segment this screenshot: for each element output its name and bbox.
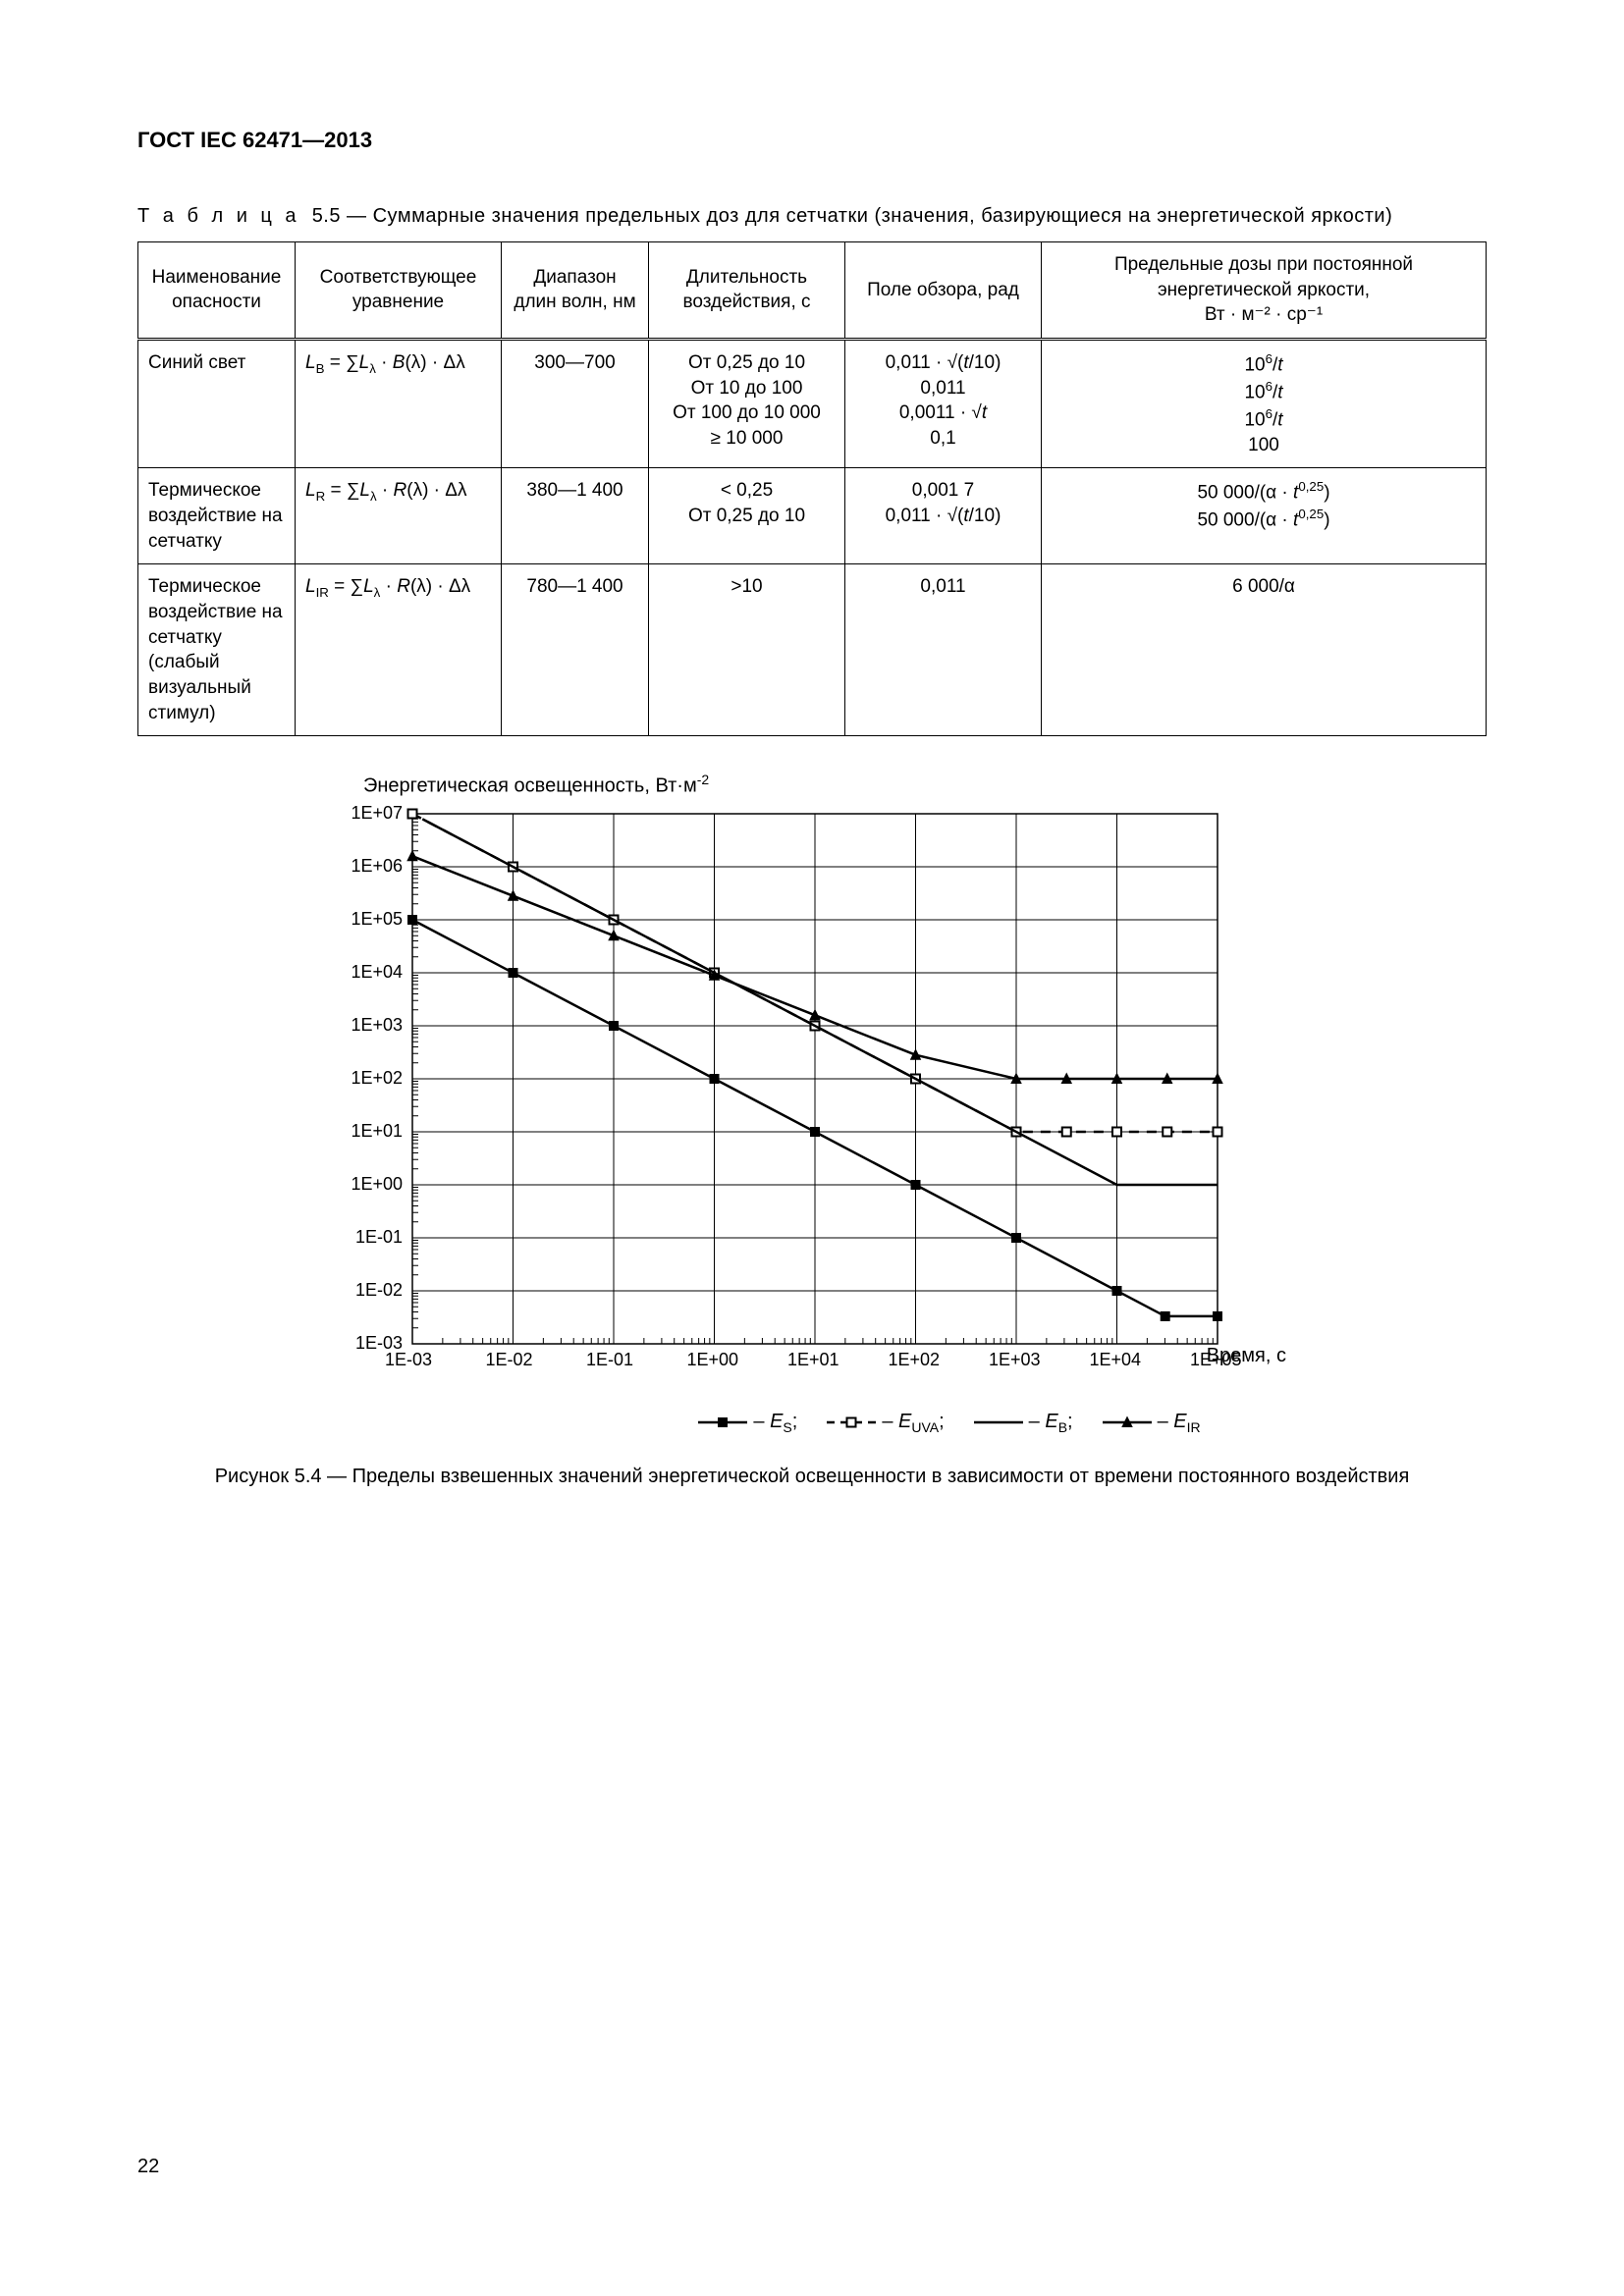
cell-formula: LR = ∑Lλ · R(λ) · Δλ bbox=[296, 468, 502, 564]
y-tick-label: 1E+04 bbox=[351, 962, 403, 983]
x-tick-label: 1E-02 bbox=[486, 1350, 533, 1370]
table-title-prefix: Т а б л и ц а bbox=[137, 205, 300, 227]
legend-label: – EB; bbox=[1029, 1411, 1073, 1435]
table-title-num: 5.5 bbox=[312, 205, 341, 227]
legend-swatch-icon bbox=[1103, 1413, 1152, 1432]
table-header-cell: Наименование опасности bbox=[138, 242, 296, 340]
cell-limit: 106/t106/t106/t100 bbox=[1042, 339, 1487, 468]
table-header-cell: Соответствующее уравнение bbox=[296, 242, 502, 340]
x-tick-label: 1E+03 bbox=[989, 1350, 1041, 1370]
table-header-cell: Диапазон длин волн, нм bbox=[502, 242, 649, 340]
x-tick-label: 1E+02 bbox=[889, 1350, 941, 1370]
chart-ylabel: Энергетическая освещенность, Вт·м-2 bbox=[363, 772, 1487, 798]
doc-header: ГОСТ IEC 62471—2013 bbox=[137, 128, 1487, 153]
y-tick-label: 1E+00 bbox=[351, 1174, 403, 1195]
legend-label: – ES; bbox=[753, 1411, 797, 1435]
y-tick-label: 1E-01 bbox=[355, 1227, 403, 1248]
y-tick-label: 1E-02 bbox=[355, 1280, 403, 1301]
y-tick-label: 1E+05 bbox=[351, 909, 403, 930]
legend-label: – EUVA; bbox=[882, 1411, 944, 1435]
y-tick-label: 1E+03 bbox=[351, 1015, 403, 1036]
legend-item-E_IR: – EIR bbox=[1103, 1411, 1201, 1435]
x-tick-label: 1E+01 bbox=[787, 1350, 839, 1370]
chart-legend: – ES; – EUVA; – EB; – EIR bbox=[412, 1411, 1487, 1435]
table-header-cell: Длительность воздействия, с bbox=[649, 242, 845, 340]
series-E_B bbox=[422, 819, 1218, 1185]
cell-range: 380—1 400 bbox=[502, 468, 649, 564]
cell-limit: 50 000/(α · t0,25)50 000/(α · t0,25) bbox=[1042, 468, 1487, 564]
page-number: 22 bbox=[137, 2156, 159, 2178]
legend-item-E_B: – EB; bbox=[974, 1411, 1073, 1435]
cell-limit: 6 000/α bbox=[1042, 564, 1487, 736]
cell-fov: 0,011 bbox=[845, 564, 1042, 736]
chart-container: 1E-03 1E-02 1E-01 1E+00 1E+01 1E+02 1E+03 1E+04… bbox=[304, 804, 1237, 1403]
cell-fov: 0,001 70,011 · √(t/10) bbox=[845, 468, 1042, 564]
cell-formula: LIR = ∑Lλ · R(λ) · Δλ bbox=[296, 564, 502, 736]
y-tick-label: 1E+01 bbox=[351, 1121, 403, 1142]
cell-name: Синий свет bbox=[138, 339, 296, 468]
legend-swatch-icon bbox=[974, 1413, 1023, 1432]
legend-item-E_UVA: – EUVA; bbox=[827, 1411, 944, 1435]
y-tick-label: 1E+02 bbox=[351, 1068, 403, 1089]
legend-item-E_S: – ES; bbox=[698, 1411, 797, 1435]
table-row: Синий светLB = ∑Lλ · B(λ) · Δλ300—700От … bbox=[138, 339, 1487, 468]
table-title: Т а б л и ц а 5.5 — Суммарные значения п… bbox=[137, 202, 1487, 230]
cell-duration: >10 bbox=[649, 564, 845, 736]
cell-name: Термическое воздействие на сетчатку (сла… bbox=[138, 564, 296, 736]
chart-area: Энергетическая освещенность, Вт·м-2 1E-0… bbox=[304, 772, 1487, 1435]
table-row: Термическое воздействие на сетчаткуLR = … bbox=[138, 468, 1487, 564]
x-tick-label: 1E+04 bbox=[1090, 1350, 1142, 1370]
cell-range: 300—700 bbox=[502, 339, 649, 468]
hazard-table: Наименование опасностиСоответствующее ур… bbox=[137, 241, 1487, 736]
table-row: Термическое воздействие на сетчатку (сла… bbox=[138, 564, 1487, 736]
legend-label: – EIR bbox=[1158, 1411, 1201, 1435]
cell-formula: LB = ∑Lλ · B(λ) · Δλ bbox=[296, 339, 502, 468]
table-title-text: — Суммарные значения предельных доз для … bbox=[341, 205, 1392, 227]
cell-name: Термическое воздействие на сетчатку bbox=[138, 468, 296, 564]
table-header-cell: Предельные дозы при постоянной энергетич… bbox=[1042, 242, 1487, 340]
y-tick-label: 1E+07 bbox=[351, 803, 403, 824]
x-tick-label: 1E-01 bbox=[586, 1350, 633, 1370]
cell-duration: От 0,25 до 10От 10 до 100От 100 до 10 00… bbox=[649, 339, 845, 468]
legend-swatch-icon bbox=[827, 1413, 876, 1432]
y-tick-label: 1E+06 bbox=[351, 856, 403, 877]
figure-caption: Рисунок 5.4 — Пределы взвешенных значени… bbox=[137, 1463, 1487, 1490]
chart-svg bbox=[304, 804, 1237, 1403]
cell-fov: 0,011 · √(t/10)0,0110,0011 · √t0,1 bbox=[845, 339, 1042, 468]
chart-xlabel: Время, с bbox=[1207, 1345, 1286, 1367]
table-header-cell: Поле обзора, рад bbox=[845, 242, 1042, 340]
x-tick-label: 1E+00 bbox=[687, 1350, 739, 1370]
legend-swatch-icon bbox=[698, 1413, 747, 1432]
cell-duration: < 0,25От 0,25 до 10 bbox=[649, 468, 845, 564]
y-tick-label: 1E-03 bbox=[355, 1333, 403, 1354]
cell-range: 780—1 400 bbox=[502, 564, 649, 736]
